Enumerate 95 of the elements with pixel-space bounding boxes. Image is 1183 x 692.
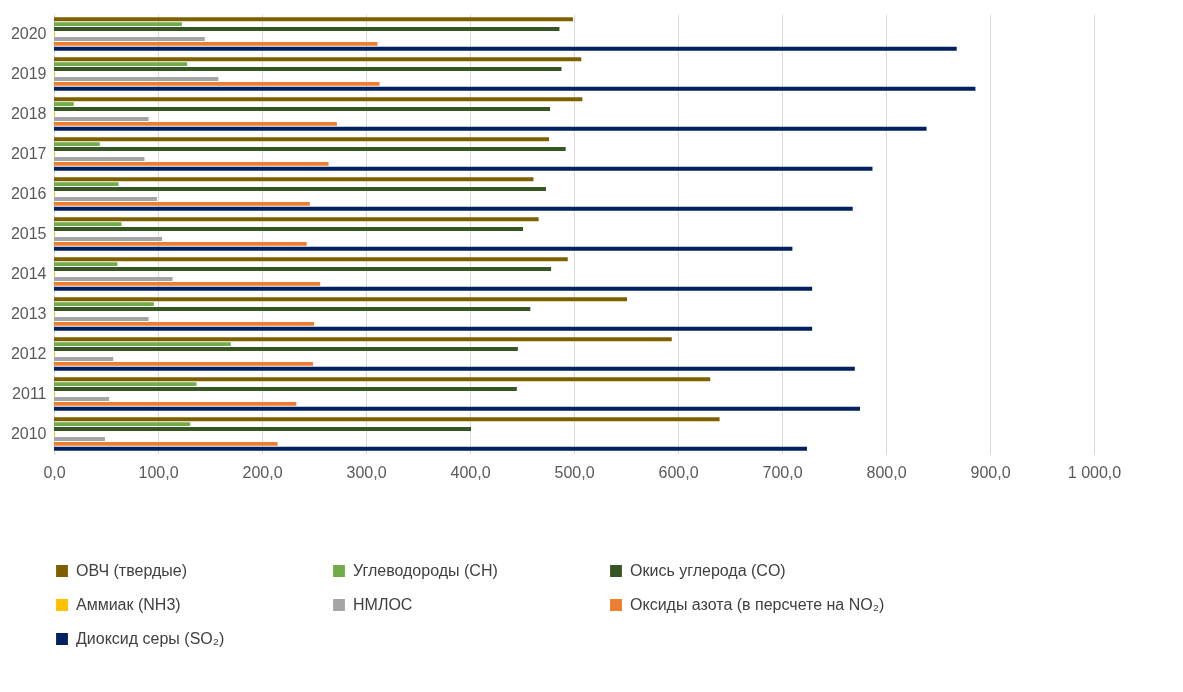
bar — [54, 267, 552, 272]
bar — [54, 417, 720, 422]
bar — [54, 102, 74, 107]
x-tick-label: 300,0 — [346, 463, 387, 481]
y-tick-label: 2014 — [10, 265, 47, 282]
bar — [54, 67, 562, 72]
bar — [54, 116, 149, 121]
bar — [54, 57, 582, 62]
y-tick-label: 2011 — [12, 385, 47, 402]
legend-label: Оксиды азота (в персчете на NO₂) — [630, 596, 885, 613]
bar — [54, 142, 100, 147]
bar — [54, 206, 853, 211]
bar — [54, 427, 472, 432]
bar — [54, 326, 813, 331]
x-tick-label: 800,0 — [866, 463, 907, 481]
x-tick-label: 0,0 — [43, 463, 66, 481]
bar — [54, 396, 110, 401]
x-tick-label: 1 000,0 — [1067, 463, 1122, 481]
bar — [54, 406, 860, 411]
bar — [54, 182, 119, 187]
bar — [54, 286, 813, 291]
bar — [54, 347, 518, 352]
legend-label: НМЛОС — [353, 596, 413, 613]
bar — [54, 436, 105, 441]
legend-label: Диоксид серы (SO₂) — [76, 630, 225, 647]
bar — [54, 161, 329, 166]
y-tick-label: 2016 — [10, 185, 47, 202]
bar — [54, 27, 560, 32]
bar — [54, 156, 145, 161]
bar — [54, 297, 628, 302]
bar — [54, 361, 313, 366]
bar — [54, 321, 314, 326]
y-tick-label: 2020 — [10, 25, 47, 42]
bar — [54, 196, 157, 201]
bar — [54, 17, 573, 22]
bar — [54, 307, 531, 312]
bar — [54, 401, 297, 406]
bar — [54, 262, 118, 267]
bar — [54, 137, 550, 142]
bar — [54, 227, 524, 232]
bar — [54, 222, 122, 227]
bar — [54, 41, 378, 46]
y-tick-label: 2019 — [10, 65, 47, 82]
y-tick-label: 2017 — [10, 145, 47, 162]
bar — [54, 36, 205, 41]
x-tick-label: 500,0 — [554, 463, 595, 481]
x-tick-label: 600,0 — [658, 463, 699, 481]
bar — [54, 356, 114, 361]
bar — [54, 422, 191, 427]
bar — [54, 387, 517, 392]
bar — [54, 22, 182, 27]
bar — [54, 147, 566, 152]
bar — [54, 446, 807, 451]
bar — [54, 246, 793, 251]
bar — [54, 337, 672, 342]
bar — [54, 316, 149, 321]
bar — [54, 97, 583, 102]
legend-label: ОВЧ (твердые) — [76, 562, 187, 579]
bar — [54, 62, 188, 67]
bar — [54, 276, 173, 281]
y-tick-label: 2015 — [10, 225, 47, 242]
bar — [54, 302, 154, 307]
bar — [54, 86, 976, 91]
bar — [54, 342, 231, 347]
x-tick-label: 200,0 — [242, 463, 283, 481]
bar — [54, 76, 219, 81]
bar — [54, 241, 307, 246]
bar — [54, 217, 539, 222]
x-tick-label: 100,0 — [138, 463, 179, 481]
bar — [54, 121, 337, 126]
x-tick-label: 400,0 — [450, 463, 491, 481]
y-tick-label: 2018 — [10, 105, 47, 122]
y-tick-label: 2013 — [10, 305, 47, 322]
bar — [54, 126, 927, 131]
bar — [54, 236, 163, 241]
x-tick-label: 700,0 — [762, 463, 803, 481]
bar — [54, 281, 321, 286]
x-tick-label: 900,0 — [970, 463, 1011, 481]
bar — [54, 382, 197, 387]
bar — [54, 201, 310, 206]
bar — [54, 377, 711, 382]
bar — [54, 366, 855, 371]
bar — [54, 81, 380, 86]
bar — [54, 107, 551, 112]
legend-label: Углеводороды (CH) — [353, 562, 498, 579]
y-tick-label: 2012 — [10, 345, 47, 362]
bar — [54, 166, 873, 171]
bar — [54, 187, 546, 192]
bar — [54, 46, 957, 51]
legend-label: Окись углерода (CO) — [630, 562, 786, 579]
bar — [54, 441, 278, 446]
y-tick-label: 2010 — [10, 425, 47, 442]
bar — [54, 257, 568, 262]
bar — [54, 177, 534, 182]
legend-label: Аммиак (NH3) — [76, 596, 181, 613]
